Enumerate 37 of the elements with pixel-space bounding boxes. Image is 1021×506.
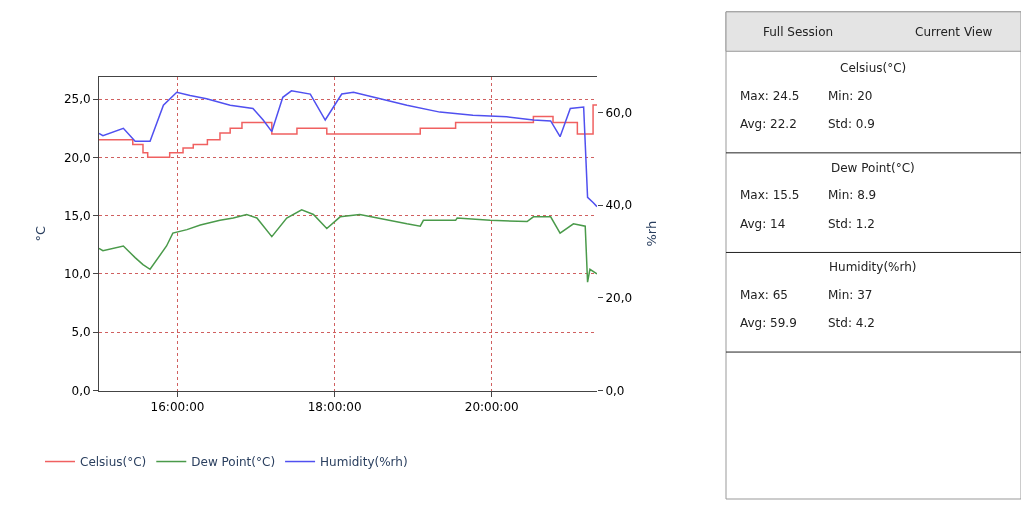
y-tick-label: 5,0 bbox=[71, 325, 91, 340]
text: Std: 1.2 bbox=[828, 217, 875, 231]
text: Min: 8.9 bbox=[828, 188, 877, 202]
line-series bbox=[99, 209, 597, 283]
x-tick-label: 20:00:00 bbox=[464, 399, 519, 414]
legend-label: Celsius(°C) bbox=[80, 455, 147, 470]
text: Avg: 22.2 bbox=[740, 117, 797, 131]
line-series bbox=[99, 90, 597, 208]
text: Max: 15.5 bbox=[740, 188, 800, 202]
text: Std: 0.9 bbox=[828, 117, 875, 131]
text: Max: 24.5 bbox=[740, 89, 800, 103]
text: Min: 20 bbox=[828, 89, 873, 103]
text: Avg: 14 bbox=[740, 217, 786, 231]
y2-tick-label: 40,0 bbox=[605, 198, 633, 213]
text: Current View bbox=[915, 25, 993, 39]
y2-axis-title: %rh bbox=[643, 220, 659, 247]
y2-tick-label: 20,0 bbox=[605, 291, 633, 306]
text: Min: 37 bbox=[828, 288, 873, 302]
legend-label: Dew Point(°C) bbox=[191, 455, 276, 470]
text: Dew Point(°C) bbox=[831, 161, 915, 175]
y2-tick-label: 60,0 bbox=[605, 105, 633, 120]
x-tick-label: 18:00:00 bbox=[307, 399, 362, 414]
legend-label: Humidity(%rh) bbox=[320, 455, 408, 470]
text: Celsius(°C) bbox=[840, 61, 907, 75]
text: Std: 4.2 bbox=[828, 316, 875, 330]
y-tick-label: 15,0 bbox=[63, 208, 91, 223]
y-axis-title: °C bbox=[32, 225, 48, 242]
y-tick-label: 25,0 bbox=[63, 92, 91, 107]
x-tick-label: 16:00:00 bbox=[150, 399, 205, 414]
text: Max: 65 bbox=[740, 288, 788, 302]
text: Humidity(%rh) bbox=[829, 260, 917, 274]
y-tick-label: 10,0 bbox=[63, 267, 91, 282]
y2-tick-label: 0,0 bbox=[605, 383, 625, 398]
text: Full Session bbox=[763, 25, 834, 39]
y-tick-label: 0,0 bbox=[71, 383, 91, 398]
text: Avg: 59.9 bbox=[740, 316, 797, 330]
y-tick-label: 20,0 bbox=[63, 150, 91, 165]
